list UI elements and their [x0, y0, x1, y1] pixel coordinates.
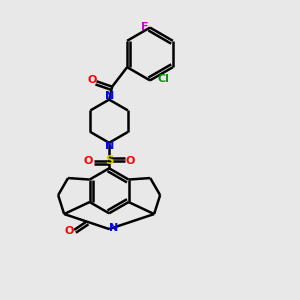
Text: F: F [141, 22, 148, 32]
Text: O: O [125, 156, 135, 166]
Text: O: O [83, 156, 93, 166]
Text: S: S [105, 154, 113, 167]
Text: O: O [64, 226, 74, 236]
Text: O: O [87, 75, 96, 85]
Text: Cl: Cl [158, 74, 169, 84]
Text: N: N [104, 141, 114, 152]
Text: N: N [104, 91, 114, 101]
Text: N: N [109, 223, 118, 233]
